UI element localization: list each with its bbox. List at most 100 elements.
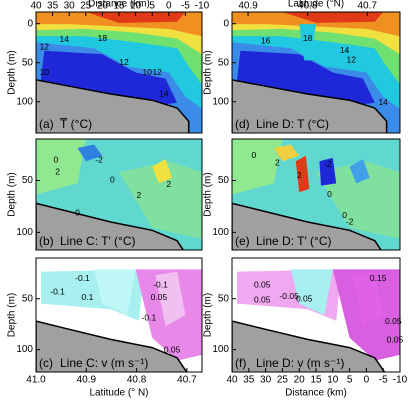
x-tick-label: 25 <box>277 375 289 386</box>
y-tick-label: 50 <box>22 175 34 186</box>
x-tick-label: -10 <box>393 375 408 386</box>
contour-label: 2 <box>55 167 60 177</box>
contour-label: 12 <box>152 67 162 77</box>
contour-label: 0.05 <box>385 316 402 326</box>
panel-frame <box>231 138 401 251</box>
contour-label: -2 <box>346 217 354 227</box>
contour-region <box>155 271 186 327</box>
contour-region <box>353 271 384 327</box>
sea-floor <box>232 320 386 372</box>
contour-region <box>319 157 337 186</box>
y-axis-label: Depth (m) <box>7 172 18 216</box>
contour-region <box>152 159 173 184</box>
contour-field <box>36 12 202 133</box>
x-tick-label: 10 <box>130 1 142 12</box>
contour-label: 2 <box>275 158 280 168</box>
y-axis-label: Depth (m) <box>7 293 18 337</box>
x-tick-label: -5 <box>379 375 388 386</box>
contour-region <box>295 155 310 193</box>
y-axis-label: Depth (m) <box>203 293 214 337</box>
contour-label: 14 <box>159 89 169 99</box>
x-tick-label: 15 <box>113 1 125 12</box>
sea-floor <box>36 79 190 133</box>
contour-region <box>36 139 86 195</box>
contour-label: 2 <box>166 179 171 189</box>
x-axis-label: Distance (km) <box>285 388 347 399</box>
y-tick-label: 50 <box>22 57 34 68</box>
panel-label: (c) <box>39 356 53 370</box>
x-tick-label: 30 <box>64 1 76 12</box>
x-tick-label: 20 <box>97 1 109 12</box>
contour-label: 14 <box>340 45 350 55</box>
contour-label: 0.1 <box>82 292 94 302</box>
panel-label: (b) <box>39 234 54 248</box>
y-tick-label: 100 <box>212 344 229 355</box>
contour-label: 0 <box>75 208 80 218</box>
contour-region <box>232 139 283 195</box>
contour-field <box>232 12 400 133</box>
y-axis-label: Depth (m) <box>203 172 214 216</box>
contour-region <box>119 161 202 239</box>
contour-field <box>36 139 202 250</box>
contour-label: 16 <box>261 35 271 45</box>
y-tick-label: 0 <box>27 18 33 29</box>
x-tick-label: 40 <box>226 375 238 386</box>
y-tick-label: 50 <box>218 57 230 68</box>
x-tick-label: 5 <box>149 1 155 12</box>
contour-label: 0.15 <box>370 273 387 283</box>
y-tick-label: 0 <box>223 18 229 29</box>
x-tick-label: 5 <box>347 375 353 386</box>
panel-label: (f) <box>235 356 246 370</box>
x-tick-label: 40.9 <box>77 375 97 386</box>
contour-region <box>316 161 400 239</box>
x-tick-label: 41.0 <box>26 375 46 386</box>
sea-floor <box>232 202 382 250</box>
contour-label: 18 <box>303 33 313 43</box>
contour-region <box>94 269 136 315</box>
panel-label: (d) <box>235 117 250 131</box>
x-tick-label: 10 <box>327 375 339 386</box>
x-tick-label: 15 <box>310 375 322 386</box>
contour-label: 12 <box>119 57 129 67</box>
panel-title: Line C: T′ (°C) <box>60 234 136 248</box>
x-tick-label: -10 <box>195 1 210 12</box>
x-tick-label: 35 <box>243 375 255 386</box>
panel-title: T̅ (°C) <box>60 117 92 131</box>
x-axis-label: Latitude (°N) <box>288 0 344 10</box>
contour-label: -0.1 <box>50 286 65 296</box>
contour-label: 0 <box>110 174 115 184</box>
contour-region <box>290 269 333 315</box>
x-tick-label: 40.8 <box>298 1 318 12</box>
x-tick-label: 40.9 <box>238 1 258 12</box>
contour-label: 0.05 <box>387 334 404 344</box>
contour-region <box>349 159 370 184</box>
x-axis-label: Distance (km) <box>88 0 150 10</box>
y-tick-label: 100 <box>16 96 33 107</box>
contour-label: 0 <box>342 210 347 220</box>
contour-label: 18 <box>98 33 108 43</box>
contour-label: -0.1 <box>142 313 157 323</box>
contour-region <box>299 24 316 61</box>
y-tick-label: 50 <box>218 293 230 304</box>
contour-label: 0 <box>251 150 256 160</box>
y-axis-label: Depth (m) <box>7 50 18 94</box>
panel-label: (e) <box>235 234 250 248</box>
x-tick-label: 0 <box>166 1 172 12</box>
panel-frame <box>35 138 203 251</box>
x-tick-label: 35 <box>47 1 59 12</box>
contour-field <box>232 258 400 372</box>
contour-label: -2 <box>324 159 332 169</box>
contour-label: 10 <box>142 67 152 77</box>
y-tick-label: 100 <box>16 344 33 355</box>
contour-label: 0 <box>327 189 332 199</box>
x-axis-label: Latitude (° N) <box>89 388 148 399</box>
panel-title: Line D: T (°C) <box>256 117 329 131</box>
y-tick-label: 100 <box>212 96 229 107</box>
y-tick-label: 100 <box>16 227 33 238</box>
panel-title: Line D: v (m s⁻¹) <box>256 356 344 370</box>
contour-label: -0.1 <box>153 280 168 290</box>
contour-label: 10 <box>40 67 50 77</box>
y-tick-label: 100 <box>212 227 229 238</box>
panel-frame <box>35 257 203 373</box>
